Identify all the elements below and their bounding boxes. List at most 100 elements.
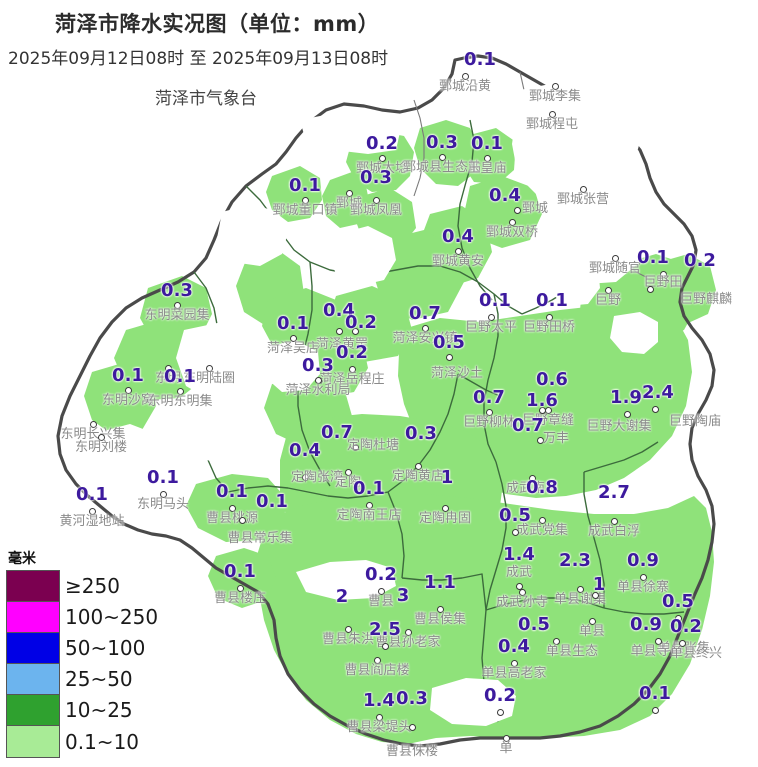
dry-areas xyxy=(98,82,658,726)
legend-row[interactable]: 100~250 xyxy=(7,602,158,633)
station-name-label: 单县张集 xyxy=(657,641,711,656)
station-name-label: 菏泽黄罡 xyxy=(315,337,369,352)
station-name-label: 巨野太平 xyxy=(464,320,518,335)
station-dot-icon xyxy=(351,443,359,451)
station-dot-icon xyxy=(348,365,356,373)
station-value: 0.1 xyxy=(256,491,288,512)
station-dot-icon xyxy=(335,327,343,335)
station-value: 0.3 xyxy=(405,423,437,444)
station-dot-icon xyxy=(639,573,647,581)
station-value: 0.6 xyxy=(536,369,568,390)
station-dot-icon xyxy=(483,154,491,162)
station-value: 0.4 xyxy=(442,226,474,247)
station-dot-icon xyxy=(414,462,422,470)
station-dot-icon xyxy=(89,420,97,428)
station-dot-icon xyxy=(545,313,553,321)
station-dot-icon xyxy=(236,584,244,592)
station-name-label: 定陶黄店 xyxy=(391,469,445,484)
station-dot-icon xyxy=(375,713,383,721)
station-value: 1.4 xyxy=(503,544,535,565)
station-name-label: 东明长兴集 xyxy=(60,427,126,442)
station-name-label: 巨野 xyxy=(594,293,622,308)
station-name-label: 鄄城程屯 xyxy=(525,117,579,132)
station-dot-icon xyxy=(421,324,429,332)
station-name-label: 单县徐寨 xyxy=(616,580,670,595)
organization-label: 菏泽市气象台 xyxy=(155,89,257,109)
station-name-label: 菏泽水利局 xyxy=(285,383,351,398)
station-dot-icon xyxy=(496,708,504,716)
station-name-label: 曹县侏楼 xyxy=(385,744,439,759)
station-value: 2.3 xyxy=(559,550,591,571)
station-name-label: 鄄城 xyxy=(335,196,363,211)
station-dot-icon xyxy=(344,625,352,633)
station-dot-icon xyxy=(205,364,213,372)
station-name-label: 鄄城黄安 xyxy=(431,254,485,269)
station-name-label: 曹县 xyxy=(367,594,395,609)
station-dot-icon xyxy=(441,504,449,512)
station-name-label: 单县生态 xyxy=(545,644,599,659)
station-dot-icon xyxy=(314,376,322,384)
station-name-label: 鄄城凤凰 xyxy=(349,203,403,218)
legend-row-label: 50~100 xyxy=(65,636,146,660)
station-name-label: 成武 xyxy=(505,565,533,580)
station-dot-icon xyxy=(538,406,546,414)
station-name-label: 巨野麒麟 xyxy=(679,292,733,307)
legend-row[interactable]: 10~25 xyxy=(7,695,133,726)
station-dot-icon xyxy=(228,504,236,512)
station-dot-icon xyxy=(548,110,556,118)
station-dot-icon xyxy=(513,206,521,214)
legend-row[interactable]: 25~50 xyxy=(7,664,133,695)
station-dot-icon xyxy=(436,605,444,613)
station-dot-icon xyxy=(438,153,446,161)
station-dot-icon xyxy=(518,588,526,596)
station-name-label: 成武党集 xyxy=(515,523,569,538)
station-name-label: 菏泽沙土 xyxy=(430,366,484,381)
station-value: 0.5 xyxy=(499,505,531,526)
station-dot-icon xyxy=(351,327,359,335)
station-dot-icon xyxy=(651,405,659,413)
station-dot-icon xyxy=(461,72,469,80)
station-dot-icon xyxy=(344,468,352,476)
station-dot-icon xyxy=(659,270,667,278)
legend-row[interactable]: 0.1~10 xyxy=(7,726,139,757)
station-dot-icon xyxy=(487,313,495,321)
station-value: 0.2 xyxy=(684,250,716,271)
station-value: 0.5 xyxy=(433,332,465,353)
station-value: 0.2 xyxy=(336,342,368,363)
station-value: 0.4 xyxy=(498,636,530,657)
station-name-label: 鄄城县生态站 xyxy=(402,160,482,175)
legend-row[interactable]: 50~100 xyxy=(7,633,145,664)
legend-color-scale: ≥250 100~250 50~100 25~50 10~25 0.1~10 xyxy=(6,570,158,758)
station-name-label: 东明东明集 xyxy=(147,394,213,409)
station-value: 0.1 xyxy=(112,365,144,386)
station-name-label: 曹县常乐集 xyxy=(227,531,293,546)
station-value: 0.7 xyxy=(409,303,441,324)
legend-row-label: 100~250 xyxy=(65,605,159,629)
station-value: 0.4 xyxy=(489,185,521,206)
station-name-label: 东明马头 xyxy=(136,497,190,512)
station-dot-icon xyxy=(378,154,386,162)
station-dot-icon xyxy=(404,628,412,636)
legend-row[interactable]: ≥250 xyxy=(7,571,120,602)
station-dot-icon xyxy=(454,247,462,255)
station-dot-icon xyxy=(164,364,172,372)
station-name-label: 巨野柳林 xyxy=(462,415,516,430)
station-name-label: 鄄城张营 xyxy=(556,192,610,207)
station-dot-icon xyxy=(381,642,389,650)
station-dot-icon xyxy=(678,639,686,647)
station-value: 0.9 xyxy=(627,550,659,571)
station-value: 0.3 xyxy=(302,355,334,376)
station-value: 3 xyxy=(396,585,410,606)
station-dot-icon xyxy=(301,196,309,204)
station-value: 0.3 xyxy=(161,280,193,301)
station-value: 0.7 xyxy=(512,415,544,436)
station-value: 0.2 xyxy=(670,616,702,637)
station-dot-icon xyxy=(579,185,587,193)
station-name-label: 定陶张湾 xyxy=(290,470,344,485)
legend-row-label: 10~25 xyxy=(65,698,133,722)
station-value: 0.1 xyxy=(164,366,196,387)
station-name-label: 东明菜园集 xyxy=(144,308,210,323)
station-dot-icon xyxy=(551,82,559,90)
station-name-label: 曹县朱洪 xyxy=(321,632,375,647)
